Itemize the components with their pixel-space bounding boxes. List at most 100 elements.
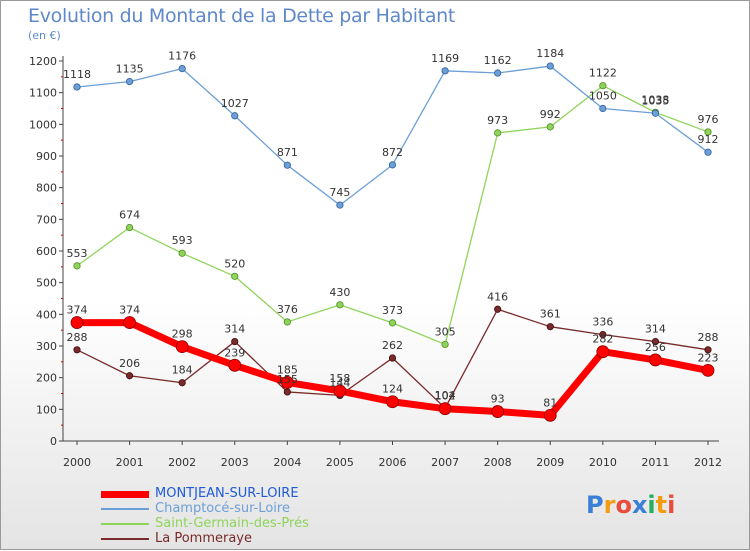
legend-swatch: [101, 538, 149, 540]
y-tick-label: 300: [36, 340, 57, 353]
legend-label: La Pommeraye: [155, 531, 252, 546]
data-label: 124: [382, 383, 403, 396]
data-label: 976: [698, 113, 719, 126]
proxiti-logo: Proxiti: [586, 491, 675, 519]
data-point: [386, 395, 399, 409]
data-point: [441, 340, 449, 349]
y-tick-label: 1100: [29, 87, 57, 100]
data-point: [283, 388, 291, 396]
series-line: [76, 65, 709, 206]
data-point: [70, 316, 84, 329]
data-label: 104: [435, 389, 456, 402]
legend-label: Champtocé-sur-Loire: [155, 501, 290, 516]
data-point: [336, 201, 344, 209]
data-point: [73, 262, 81, 270]
data-label: 298: [172, 328, 193, 341]
data-point: [491, 405, 505, 418]
data-label: 155: [277, 373, 298, 386]
data-point: [441, 67, 449, 75]
data-label: 1184: [536, 47, 564, 60]
data-point: [73, 83, 81, 91]
data-label: 1122: [589, 67, 617, 80]
data-label: 314: [645, 323, 666, 336]
data-label: 745: [329, 186, 350, 199]
data-label: 288: [67, 331, 88, 344]
data-point: [701, 363, 715, 377]
data-point: [336, 301, 344, 309]
data-label: 416: [487, 290, 508, 303]
data-point: [231, 112, 239, 120]
data-point: [283, 318, 291, 326]
data-point: [599, 330, 607, 339]
data-point: [546, 123, 554, 131]
x-tick-label: 2009: [536, 456, 564, 469]
data-label: 256: [645, 341, 666, 354]
data-point: [280, 376, 294, 389]
x-tick-label: 2002: [168, 456, 196, 469]
data-point: [546, 62, 554, 70]
chart-subtitle: (en €): [28, 29, 61, 42]
y-tick-label: 100: [36, 403, 57, 416]
y-tick-label: 200: [36, 372, 57, 385]
data-label: 373: [382, 304, 403, 317]
data-label: 674: [119, 209, 140, 222]
y-tick-label: 700: [36, 213, 57, 226]
data-label: 336: [592, 316, 613, 329]
data-point: [175, 340, 189, 354]
data-point: [125, 223, 134, 232]
data-label: 992: [540, 108, 561, 121]
x-tick-label: 2000: [63, 456, 91, 469]
data-point: [649, 353, 662, 367]
data-label: 376: [277, 303, 298, 316]
legend-swatch: [101, 523, 149, 525]
data-point: [599, 104, 607, 113]
legend-label: MONTJEAN-SUR-LOIRE: [155, 486, 299, 501]
data-label: 102: [435, 390, 456, 403]
data-point: [231, 337, 239, 346]
data-label: 1050: [589, 90, 617, 103]
x-tick-label: 2007: [431, 456, 459, 469]
data-point: [704, 148, 712, 156]
data-label: 1162: [484, 54, 512, 67]
x-tick-label: 2010: [589, 456, 617, 469]
data-point: [651, 337, 660, 346]
data-point: [231, 272, 239, 280]
legend-swatch: [101, 490, 149, 498]
data-point: [599, 82, 607, 90]
data-label: 1118: [63, 68, 91, 81]
data-point: [546, 323, 554, 331]
data-label: 185: [277, 363, 298, 376]
data-label: 593: [172, 234, 193, 247]
data-label: 144: [329, 376, 350, 389]
data-label: 288: [698, 331, 719, 344]
data-label: 872: [382, 146, 403, 159]
y-tick-label: 0: [50, 435, 57, 448]
logo-letter: o: [615, 491, 632, 519]
logo-letter: x: [631, 491, 648, 519]
y-tick-label: 400: [36, 308, 57, 321]
data-point: [704, 128, 712, 136]
data-point: [123, 316, 136, 329]
data-label: 361: [540, 308, 561, 321]
data-point: [73, 346, 81, 354]
data-label: 1038: [641, 93, 669, 106]
data-point: [178, 65, 186, 73]
data-point: [388, 354, 397, 362]
data-point: [228, 358, 242, 372]
data-label: 1169: [431, 52, 459, 65]
legend-swatch: [101, 508, 149, 510]
data-point: [178, 379, 186, 387]
x-tick-label: 2008: [484, 456, 512, 469]
data-label: 81: [543, 396, 557, 409]
x-tick-label: 2005: [326, 456, 354, 469]
data-point: [125, 77, 134, 86]
data-label: 871: [277, 146, 298, 159]
data-label: 520: [224, 257, 245, 270]
data-label: 239: [224, 346, 245, 359]
data-point: [543, 408, 557, 422]
data-label: 223: [698, 351, 719, 364]
data-label: 374: [119, 304, 140, 317]
data-label: 93: [491, 393, 505, 406]
data-label: 374: [67, 304, 88, 317]
